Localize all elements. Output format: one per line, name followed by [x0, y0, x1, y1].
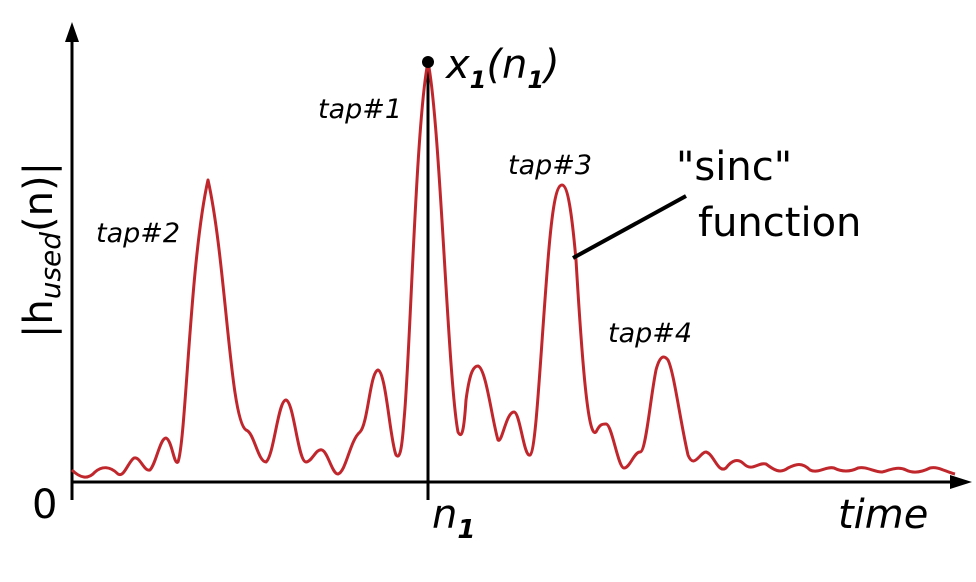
- tap-label-2: tap#2: [96, 218, 180, 249]
- origin-label: 0: [32, 482, 57, 528]
- y-axis-arrow: [65, 22, 79, 42]
- peak-point: [422, 56, 434, 68]
- tap-label-1: tap#1: [318, 94, 402, 125]
- x-axis-label: time: [838, 492, 928, 538]
- sinc-curve: [70, 60, 956, 479]
- sinc-annotation-line2: function: [698, 200, 861, 246]
- sinc-annotation-line1: "sinc": [676, 144, 792, 190]
- peak-label: x1(n1): [444, 42, 560, 94]
- x-axis-arrow: [950, 475, 972, 489]
- y-axis-label: |hused(n)|: [16, 162, 67, 338]
- tap-label-3: tap#3: [508, 150, 592, 181]
- sinc-pointer-line: [572, 194, 687, 260]
- tap-label-4: tap#4: [608, 318, 692, 349]
- n1-tick-label: n1: [432, 492, 475, 545]
